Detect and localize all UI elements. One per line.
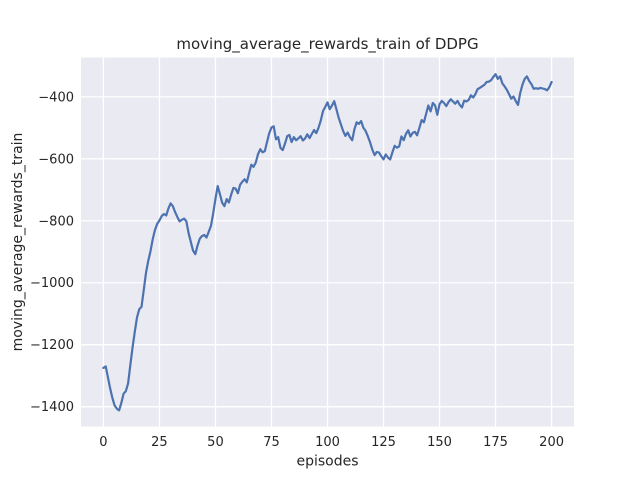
- y-tick-label: −1400: [30, 400, 74, 415]
- y-axis-label: moving_average_rewards_train: [10, 133, 26, 352]
- x-tick-label: 175: [483, 435, 508, 450]
- tick-layer: 0 25 50 75 100 125 150 175 200 −400 −600 −800 −1000 −…: [30, 90, 564, 450]
- series-line: [102, 73, 553, 412]
- x-tick-label: 75: [263, 435, 280, 450]
- y-tick-label: −1200: [30, 338, 74, 353]
- y-tick-label: −600: [38, 152, 74, 167]
- x-axis-label: episodes: [296, 454, 358, 470]
- x-tick-label: 50: [207, 435, 224, 450]
- y-tick-label: −800: [38, 214, 74, 229]
- y-tick-label: −1000: [30, 276, 74, 291]
- x-tick-label: 100: [315, 435, 340, 450]
- x-tick-label: 25: [151, 435, 168, 450]
- x-tick-label: 0: [99, 435, 107, 450]
- x-tick-label: 200: [539, 435, 564, 450]
- grid-layer: [81, 57, 574, 427]
- chart-title: moving_average_rewards_train of DDPG: [176, 35, 478, 54]
- y-tick-label: −400: [38, 90, 74, 105]
- series-layer: [102, 73, 553, 412]
- x-tick-label: 150: [427, 435, 452, 450]
- x-tick-label: 125: [371, 435, 396, 450]
